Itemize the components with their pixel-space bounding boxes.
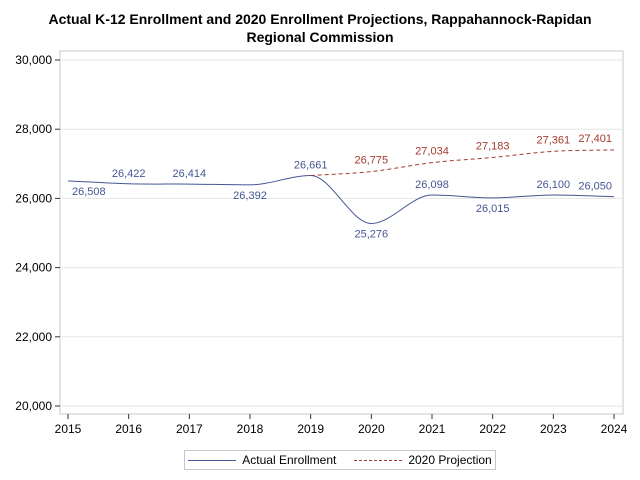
legend-item-projection: 2020 Projection bbox=[354, 453, 492, 467]
data-label: 27,034 bbox=[415, 146, 449, 158]
legend-swatch-projection bbox=[354, 459, 403, 461]
x-tick-label: 2017 bbox=[176, 422, 203, 436]
x-tick-label: 2016 bbox=[115, 422, 142, 436]
y-tick-label: 24,000 bbox=[15, 261, 52, 275]
legend: Actual Enrollment 2020 Projection bbox=[184, 450, 496, 470]
data-label: 26,100 bbox=[537, 179, 571, 191]
x-tick-label: 2022 bbox=[479, 422, 506, 436]
data-label: 27,183 bbox=[476, 140, 510, 152]
x-tick-label: 2015 bbox=[55, 422, 82, 436]
data-label: 26,508 bbox=[72, 186, 106, 198]
x-tick-label: 2018 bbox=[237, 422, 264, 436]
plot-frame bbox=[59, 50, 624, 415]
series-group bbox=[67, 149, 615, 224]
x-tick-label: 2023 bbox=[540, 422, 567, 436]
y-tick-label: 30,000 bbox=[15, 53, 52, 67]
x-axis: 2015 2016 2017 2018 2019 2020 2021 2022 2023 2024 bbox=[55, 414, 628, 436]
legend-label-actual: Actual Enrollment bbox=[242, 453, 337, 467]
series-line-actual bbox=[67, 175, 615, 224]
y-tick-label: 26,000 bbox=[15, 191, 52, 205]
y-tick-label: 20,000 bbox=[15, 399, 52, 413]
legend-label-projection: 2020 Projection bbox=[408, 453, 492, 467]
chart-title-line-1: Actual K-12 Enrollment and 2020 Enrollme… bbox=[48, 11, 592, 27]
data-label: 26,661 bbox=[294, 160, 328, 172]
data-label: 27,361 bbox=[537, 134, 571, 146]
data-label: 26,392 bbox=[233, 190, 267, 202]
data-label: 26,775 bbox=[355, 155, 389, 167]
data-label: 27,401 bbox=[578, 133, 612, 145]
legend-item-actual: Actual Enrollment bbox=[188, 453, 336, 467]
chart-title: Actual K-12 Enrollment and 2020 Enrollme… bbox=[0, 10, 640, 46]
data-label: 26,098 bbox=[415, 179, 449, 191]
gridlines bbox=[61, 59, 622, 407]
y-tick-label: 22,000 bbox=[15, 330, 52, 344]
legend-swatch-actual bbox=[188, 459, 237, 461]
data-label: 25,276 bbox=[355, 228, 389, 240]
data-label: 26,422 bbox=[112, 168, 146, 180]
x-tick-label: 2021 bbox=[419, 422, 446, 436]
data-label: 26,015 bbox=[476, 203, 510, 215]
y-tick-label: 28,000 bbox=[15, 122, 52, 136]
y-axis: 20,000 22,000 24,000 26,000 28,000 30,000 bbox=[15, 53, 60, 413]
x-tick-label: 2020 bbox=[358, 422, 385, 436]
data-label: 26,414 bbox=[173, 168, 207, 180]
chart-title-line-2: Regional Commission bbox=[246, 29, 394, 45]
x-tick-label: 2024 bbox=[601, 422, 628, 436]
data-label: 26,050 bbox=[578, 181, 612, 193]
data-labels: 26,508 26,422 26,414 26,392 26,661 25,276 26,0… bbox=[72, 133, 612, 241]
x-tick-label: 2019 bbox=[297, 422, 324, 436]
